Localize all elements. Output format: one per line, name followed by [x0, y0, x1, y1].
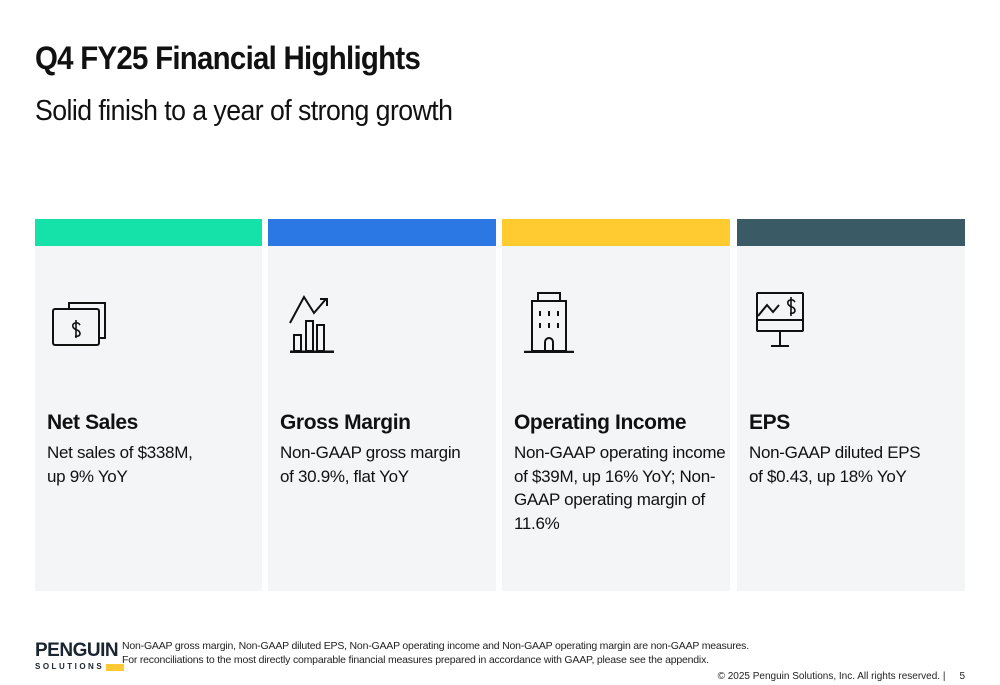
card-heading: Gross Margin — [280, 411, 411, 434]
monitor-chart-dollar-icon — [756, 292, 804, 347]
card-color-band — [502, 219, 730, 246]
logo-bar — [106, 663, 125, 671]
page-number: 5 — [959, 671, 965, 682]
card-heading: Net Sales — [47, 411, 138, 434]
card-net-sales: Net Sales Net sales of $338M, up 9% YoY — [35, 219, 262, 591]
penguin-solutions-logo: PENGUIN SOLUTIONS — [35, 640, 125, 672]
office-building-icon — [524, 292, 574, 353]
page-subtitle: Solid finish to a year of strong growth — [35, 95, 453, 127]
card-color-band — [35, 219, 262, 246]
card-body: Net sales of $338M, up 9% YoY — [47, 443, 193, 486]
footnote-line: Non-GAAP gross margin, Non-GAAP diluted … — [122, 640, 749, 652]
page-title: Q4 FY25 Financial Highlights — [35, 40, 421, 76]
card-body: Non-GAAP gross margin of 30.9%, flat YoY — [280, 443, 461, 486]
card-heading: EPS — [749, 411, 790, 434]
card-body: Non-GAAP diluted EPS of $0.43, up 18% Yo… — [749, 443, 921, 486]
card-body: Non-GAAP operating income of $39M, up 16… — [514, 443, 726, 533]
copyright: © 2025 Penguin Solutions, Inc. All right… — [717, 671, 946, 682]
footer-right: © 2025 Penguin Solutions, Inc. All right… — [718, 671, 965, 683]
card-gross-margin: Gross Margin Non-GAAP gross margin of 30… — [268, 219, 496, 591]
card-heading: Operating Income — [514, 411, 687, 434]
card-color-band — [737, 219, 965, 246]
card-operating-income: Operating Income Non-GAAP operating inco… — [502, 219, 730, 591]
money-bills-icon — [52, 302, 106, 346]
footnote: Non-GAAP gross margin, Non-GAAP diluted … — [122, 639, 749, 667]
logo-name: PENGUIN — [35, 640, 119, 661]
bar-chart-trend-icon — [289, 295, 334, 353]
footnote-line: For reconciliations to the most directly… — [122, 654, 709, 666]
logo-sub: SOLUTIONS — [35, 662, 105, 671]
card-color-band — [268, 219, 496, 246]
card-eps: EPS Non-GAAP diluted EPS of $0.43, up 18… — [737, 219, 965, 591]
